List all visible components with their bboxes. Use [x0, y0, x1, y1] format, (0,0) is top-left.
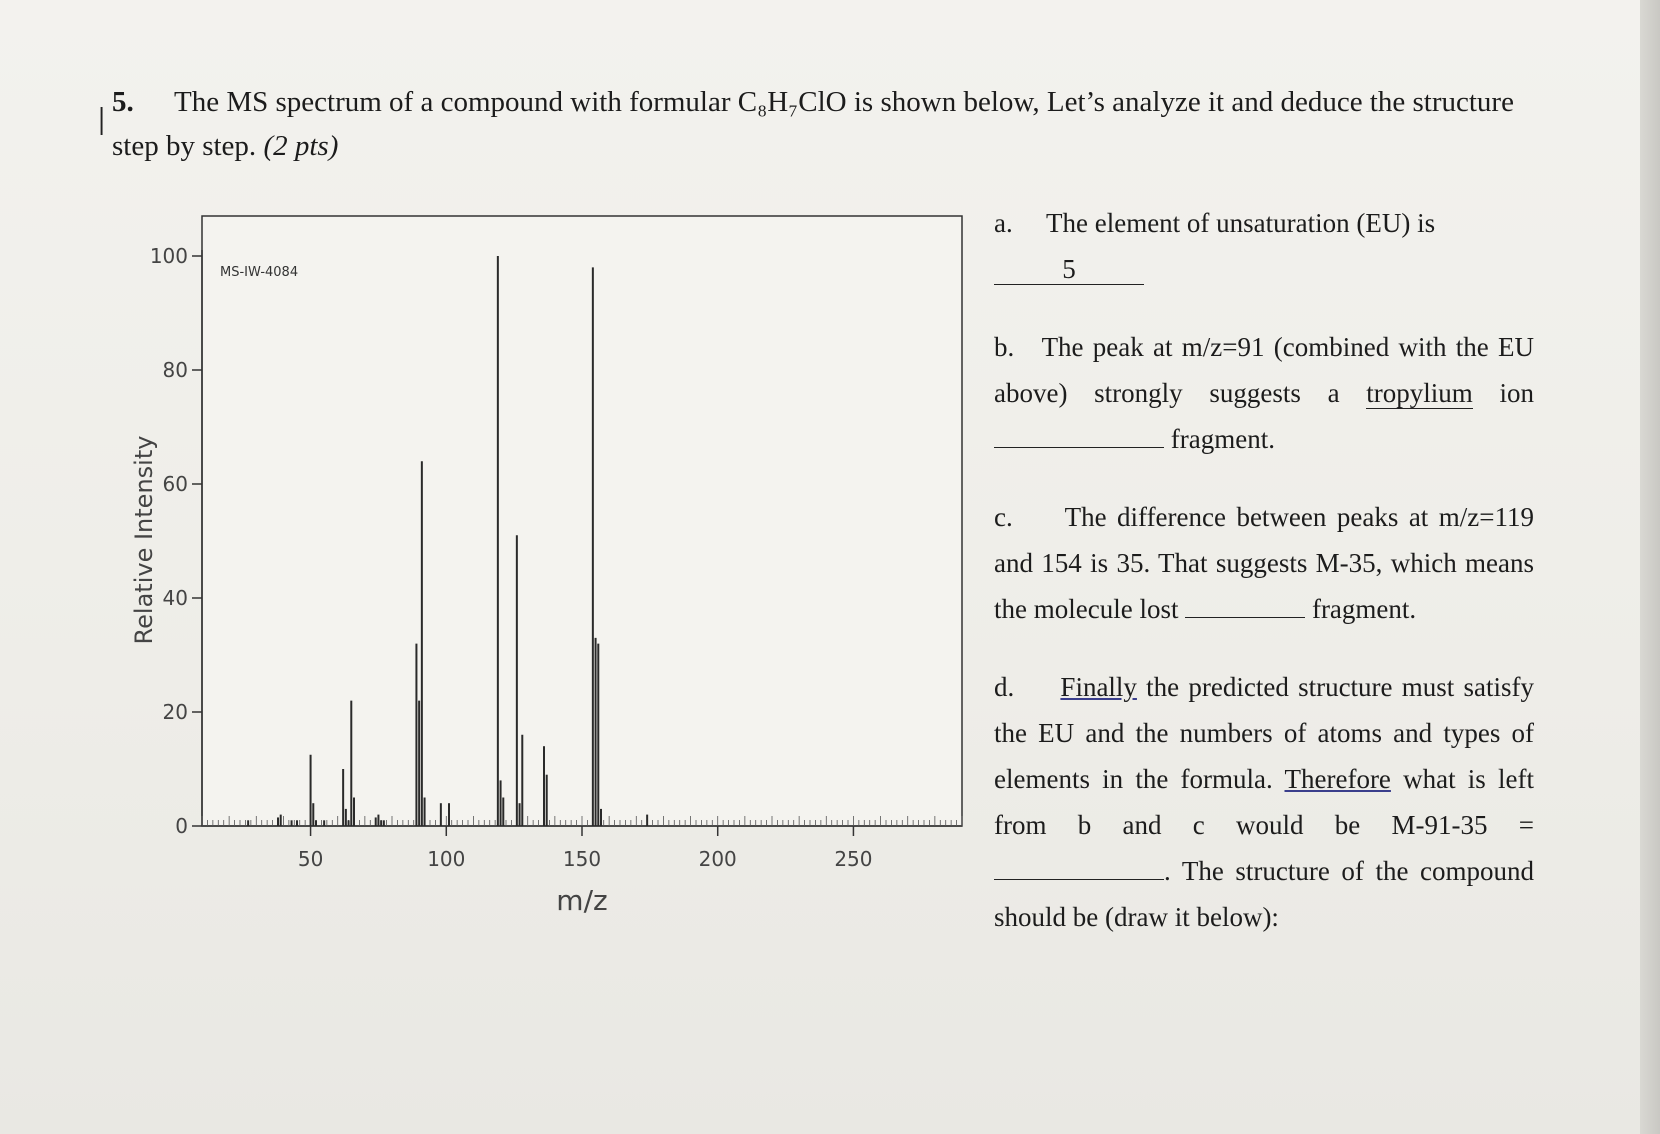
part-b-text: The peak at m/z=91 (combined with the EU…: [994, 332, 1534, 408]
part-d-word-finally: Finally: [1060, 672, 1137, 702]
x-axis-ticks: 50 100 150 200 250: [298, 826, 873, 871]
part-d-text-3: . The structure of the compound should b…: [994, 856, 1534, 932]
y-tick-label-20: 20: [163, 700, 188, 724]
part-b-text-after: fragment.: [1170, 424, 1275, 454]
x-tick-label-100: 100: [427, 847, 465, 871]
part-c: c. The difference between peaks at m/z=1…: [994, 494, 1534, 632]
part-c-text-after: fragment.: [1311, 594, 1417, 624]
part-c-answer-blank[interactable]: [1185, 617, 1306, 618]
x-tick-label-50: 50: [298, 847, 323, 871]
part-c-text: The difference between peaks at m/z=119 …: [994, 502, 1534, 624]
answer-column: a. The element of unsaturation (EU) is 5…: [994, 200, 1534, 972]
x-tick-label-200: 200: [699, 847, 737, 871]
ms-spectrum-svg: 0 20 40 60 80 100 50 100 150 200 250 MS-IW-4084 m…: [130, 215, 963, 917]
x-tick-label-250: 250: [834, 847, 872, 871]
question-text: The MS spectrum of a compound with formu…: [112, 86, 1514, 162]
y-tick-label-60: 60: [163, 472, 188, 496]
part-b-blank-2[interactable]: [994, 447, 1164, 448]
y-tick-label-40: 40: [163, 586, 188, 610]
y-tick-label-80: 80: [163, 358, 188, 382]
plot-frame: [201, 215, 963, 827]
part-d-text-1: the predicted structure must satisfy the…: [994, 672, 1534, 794]
part-d-text-2: what is left from b and c would be M-91-…: [994, 764, 1534, 840]
part-b-ion: ion: [1499, 378, 1535, 408]
screen-edge: [1640, 0, 1660, 1134]
x-tick-label-150: 150: [563, 847, 601, 871]
part-d-letter: d.: [994, 672, 1015, 702]
inset-label: MS-IW-4084: [220, 265, 298, 280]
part-a-text: The element of unsaturation (EU) is: [1046, 208, 1436, 238]
part-a: a. The element of unsaturation (EU) is 5: [994, 200, 1534, 292]
part-d-answer-blank[interactable]: [994, 879, 1164, 880]
part-d-word-therefore: Therefore: [1284, 764, 1391, 794]
text-cursor-icon: I: [96, 100, 108, 144]
part-d: d. Finally the predicted structure must …: [994, 664, 1534, 940]
spectrum-peaks: [247, 256, 649, 826]
y-tick-label-0: 0: [175, 814, 188, 838]
part-c-letter: c.: [994, 502, 1013, 532]
part-a-letter: a.: [994, 208, 1013, 238]
question-header: 5. The MS spectrum of a compound with for…: [112, 80, 1552, 168]
part-b-answer-blank[interactable]: tropylium: [1366, 378, 1473, 409]
y-axis-ticks: 0 20 40 60 80 100: [150, 244, 202, 838]
ms-spectrum-chart: 0 20 40 60 80 100 50 100 150 200 250 MS-IW-4084 m…: [120, 200, 980, 980]
part-b-letter: b.: [994, 332, 1015, 362]
y-tick-label-100: 100: [150, 244, 188, 268]
question-points: (2 pts): [263, 130, 339, 162]
y-axis-label: Relative Intensity: [130, 436, 158, 645]
part-a-answer-blank[interactable]: 5: [994, 254, 1144, 285]
question-number: 5.: [112, 86, 134, 118]
part-b: b. The peak at m/z=91 (combined with the…: [994, 324, 1534, 462]
x-axis-label: m/z: [556, 884, 607, 917]
